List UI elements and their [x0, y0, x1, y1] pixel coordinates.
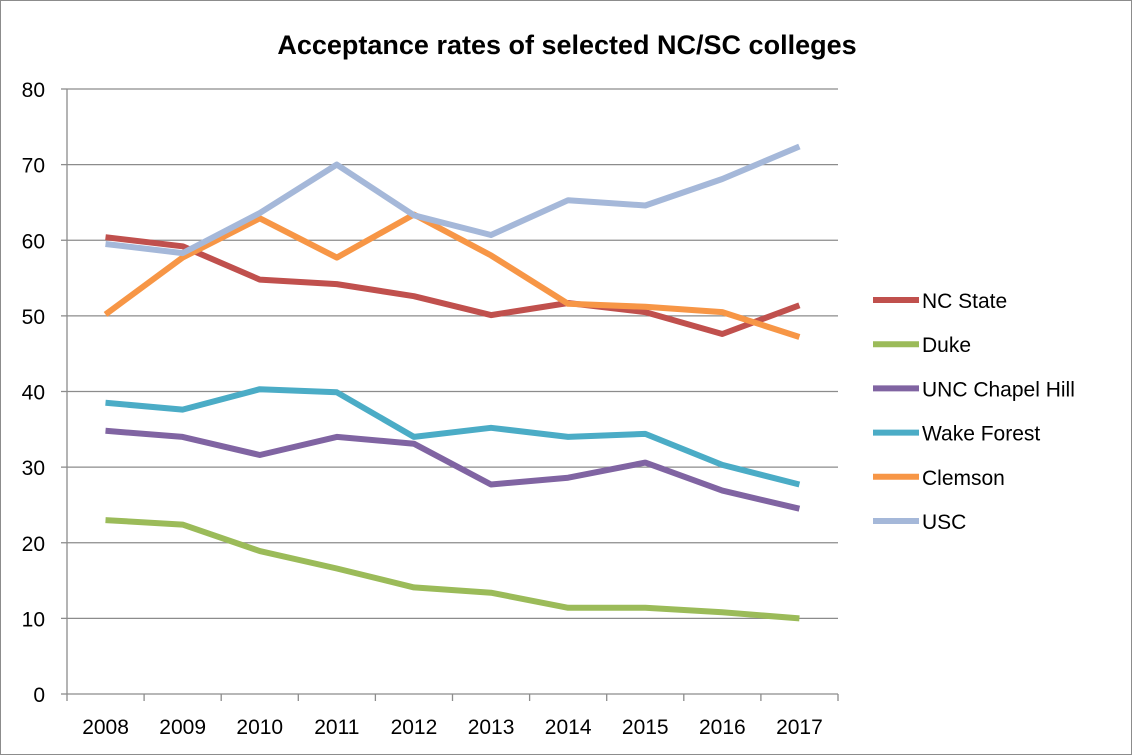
x-tick-label: 2015	[622, 716, 669, 739]
legend: NC State Duke UNC Chapel Hill Wake Forest Cl…	[873, 290, 1075, 534]
y-tick-label: 70	[22, 155, 45, 178]
legend-label-nc-state: NC State	[922, 290, 1007, 313]
chart-title: Acceptance rates of selected NC/SC colle…	[277, 30, 856, 60]
x-tick-label: 2016	[699, 716, 746, 739]
x-tick-label: 2013	[468, 716, 515, 739]
gridlines	[67, 88, 838, 620]
x-tick-label: 2012	[391, 716, 438, 739]
y-tick-label: 80	[22, 79, 45, 102]
series-lines	[103, 143, 801, 622]
x-tick-label: 2011	[314, 716, 359, 739]
y-tick-label: 60	[22, 230, 45, 253]
y-tick-label: 40	[22, 382, 45, 405]
series-line-wake-forest	[105, 386, 801, 488]
legend-label-duke: Duke	[922, 334, 971, 357]
x-tick-label: 2017	[776, 716, 823, 739]
legend-label-wake-forest: Wake Forest	[922, 423, 1040, 446]
y-tick-label: 0	[33, 684, 45, 707]
legend-label-clemson: Clemson	[922, 467, 1005, 490]
series-line-nc-state	[105, 234, 801, 337]
x-tick-label: 2010	[236, 716, 283, 739]
x-tick-label: 2008	[82, 716, 129, 739]
x-tick-label: 2014	[545, 716, 592, 739]
legend-label-unc-chapel-hill: UNC Chapel Hill	[922, 378, 1075, 401]
y-tick-label: 10	[22, 608, 45, 631]
y-tick-label: 50	[22, 306, 45, 329]
series-line-duke	[105, 517, 800, 622]
series-line-clemson	[103, 211, 801, 340]
y-tick-label: 30	[22, 457, 45, 480]
axes: 0 10 20 30 40 50 60 70 80 2008 2009 2010 2011 2012 201…	[22, 79, 839, 739]
series-line-unc-chapel-hill	[105, 427, 801, 512]
y-tick-label: 20	[22, 533, 45, 556]
series-line-usc	[105, 143, 801, 257]
legend-label-usc: USC	[922, 511, 966, 534]
x-tick-label: 2009	[159, 716, 206, 739]
